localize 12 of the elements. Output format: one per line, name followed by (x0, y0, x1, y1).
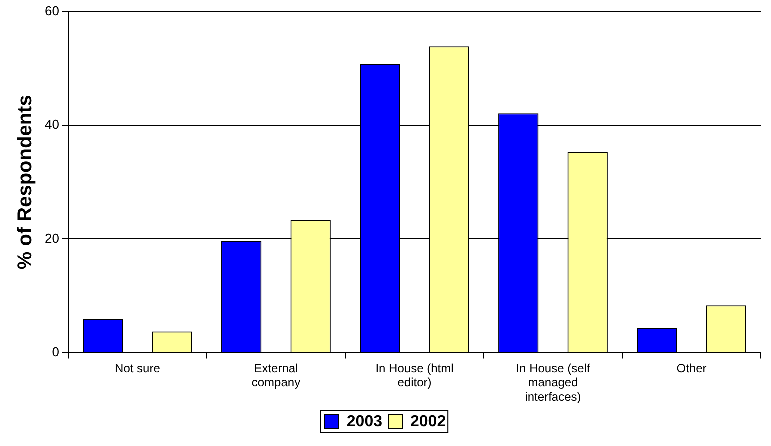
legend-label: 2003 (346, 413, 383, 430)
x-tick-label: Not sure (115, 361, 161, 376)
x-tick-label: In House (html editor) (376, 361, 454, 390)
y-tick-label: 0 (52, 344, 60, 360)
y-axis-title: % of Respondents (14, 95, 37, 270)
y-tick-label: 20 (44, 230, 60, 246)
legend-label: 2002 (410, 413, 446, 430)
x-tick-label: External company (252, 361, 301, 390)
y-tick-label: 60 (44, 4, 60, 19)
x-tick-label: Other (676, 361, 707, 376)
x-tick-label: In House (self managed interfaces) (516, 361, 591, 404)
y-tick-label: 40 (44, 117, 60, 132)
